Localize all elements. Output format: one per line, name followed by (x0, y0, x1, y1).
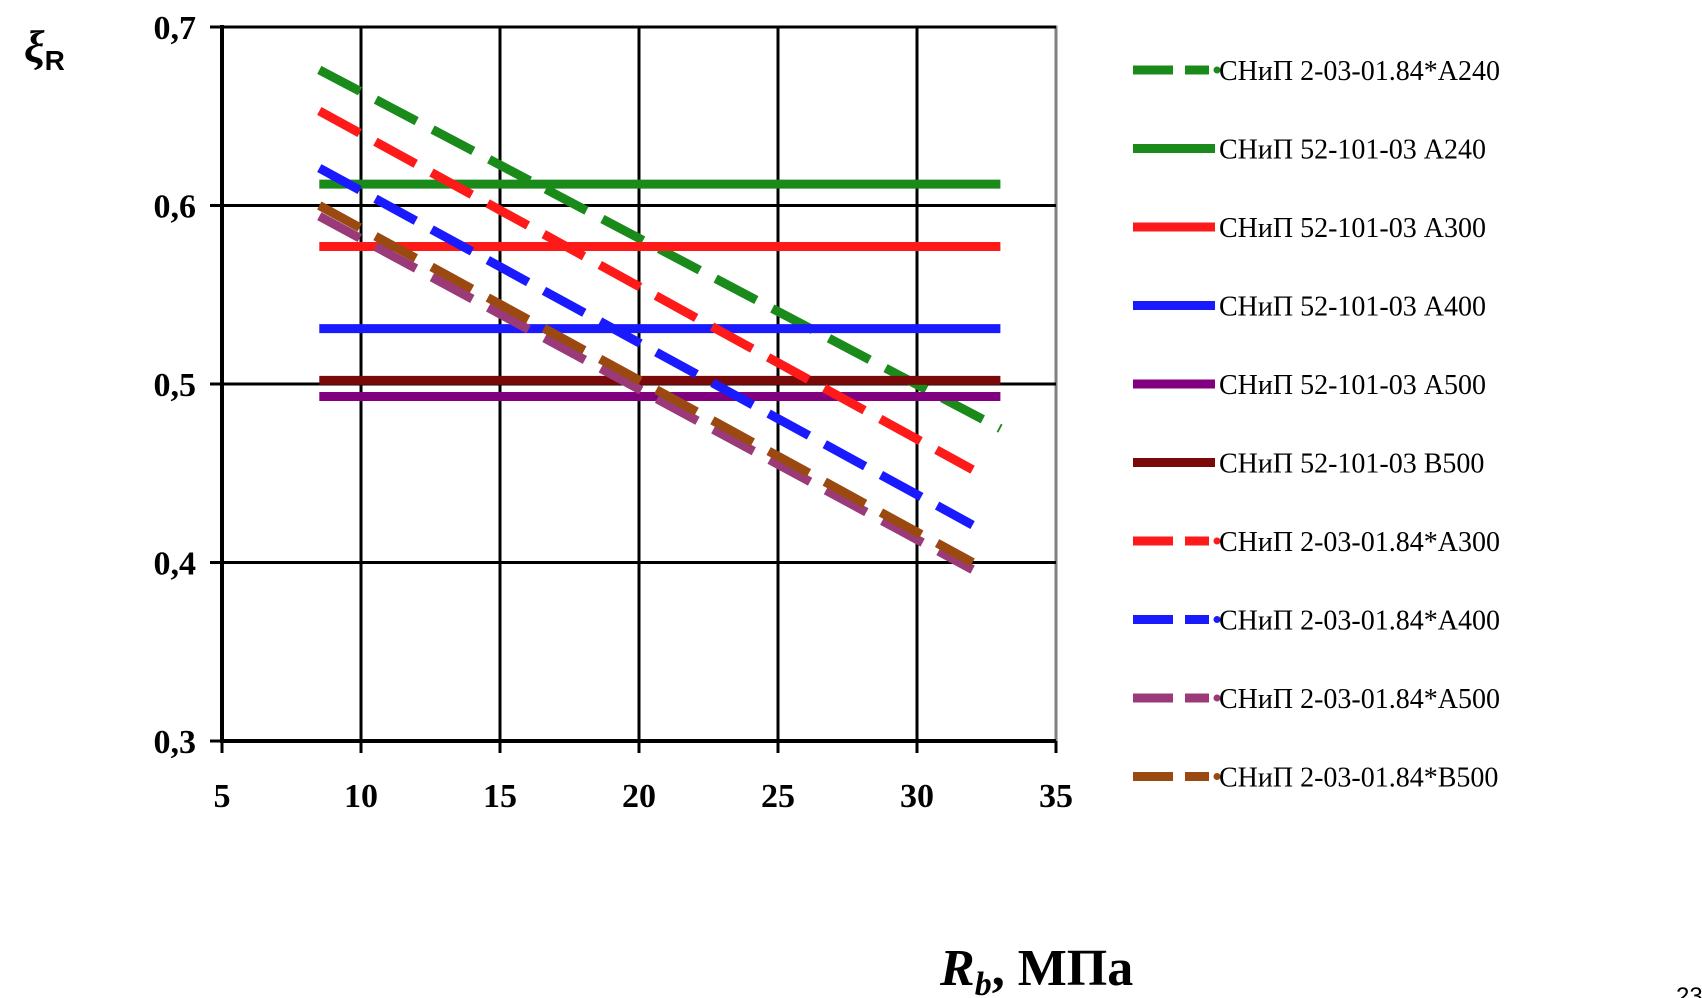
legend-item-6: СНиП 52-101-03 В500 (1133, 449, 1484, 480)
y-tick-label: 0,4 (154, 546, 197, 583)
tick-labels: 5 10 15 20 25 30 35 0,3 0,4 0,5 0,6 0,7 (154, 10, 1074, 815)
legend-item-7: СНиП 2-03-01.84*А300 (1133, 527, 1500, 558)
legend-item-9: СНиП 2-03-01.84*А500 (1133, 684, 1500, 715)
legend-label: СНиП 52-101-03 В500 (1219, 449, 1484, 480)
legend-item-5: СНиП 52-101-03 А500 (1133, 370, 1486, 401)
legend-item-10: СНиП 2-03-01.84*В500 (1133, 763, 1498, 794)
series-line-10 (317, 201, 975, 567)
legend-swatch-dot (1213, 616, 1221, 623)
legend-label: СНиП 2-03-01.84*В500 (1219, 763, 1498, 794)
y-tick-label: 0,5 (154, 367, 197, 404)
y-axis-title: ξR (24, 21, 65, 76)
legend-label: СНиП 52-101-03 А300 (1219, 213, 1486, 244)
legend-swatch-dot (1213, 66, 1221, 74)
series-group (317, 65, 1003, 574)
axes (210, 25, 1058, 753)
x-axis-title: Rb, МПа (939, 940, 1133, 998)
y-tick-label: 0,3 (154, 724, 197, 761)
legend-item-3: СНиП 52-101-03 А300 (1133, 213, 1486, 244)
legend-label: СНиП 52-101-03 А400 (1219, 292, 1486, 323)
legend-item-2: СНиП 52-101-03 А240 (1133, 135, 1486, 166)
legend-label: СНиП 2-03-01.84*А500 (1219, 684, 1500, 715)
legend-label: СНиП 52-101-03 А500 (1219, 370, 1486, 401)
legend: СНиП 2-03-01.84*А240 СНиП 52-101-03 А240 С… (1133, 56, 1500, 794)
y-axis-title-main: ξ (24, 21, 45, 72)
x-axis-title-sub: b (975, 966, 992, 998)
legend-item-4: СНиП 52-101-03 А400 (1133, 292, 1486, 323)
series-line-9 (317, 212, 975, 574)
x-tick-label: 30 (900, 778, 934, 815)
y-tick-label: 0,7 (154, 10, 197, 47)
y-axis-title-sub: R (45, 45, 65, 76)
x-axis-title-main: R (939, 940, 975, 997)
x-tick-label: 20 (622, 778, 656, 815)
x-tick-label: 10 (344, 778, 378, 815)
legend-label: СНиП 2-03-01.84*А400 (1219, 606, 1500, 637)
legend-label: СНиП 52-101-03 А240 (1219, 135, 1486, 166)
y-tick-label: 0,6 (154, 189, 197, 226)
x-axis-title-unit: , МПа (992, 940, 1134, 997)
legend-label: СНиП 2-03-01.84*А300 (1219, 527, 1500, 558)
series-line-8 (317, 164, 975, 529)
series-line-7 (317, 106, 975, 474)
legend-swatch-dot (1213, 537, 1221, 545)
legend-label: СНиП 2-03-01.84*А240 (1219, 56, 1500, 87)
x-tick-label: 35 (1039, 778, 1073, 815)
legend-item-8: СНиП 2-03-01.84*А400 (1133, 606, 1500, 637)
x-tick-label: 15 (483, 778, 517, 815)
x-tick-label: 5 (214, 778, 231, 815)
legend-item-1: СНиП 2-03-01.84*А240 (1133, 56, 1500, 87)
legend-swatch-dot (1213, 694, 1221, 702)
x-tick-label: 25 (761, 778, 795, 815)
page-number: 23 (1676, 983, 1702, 998)
legend-swatch-dot (1213, 773, 1221, 780)
